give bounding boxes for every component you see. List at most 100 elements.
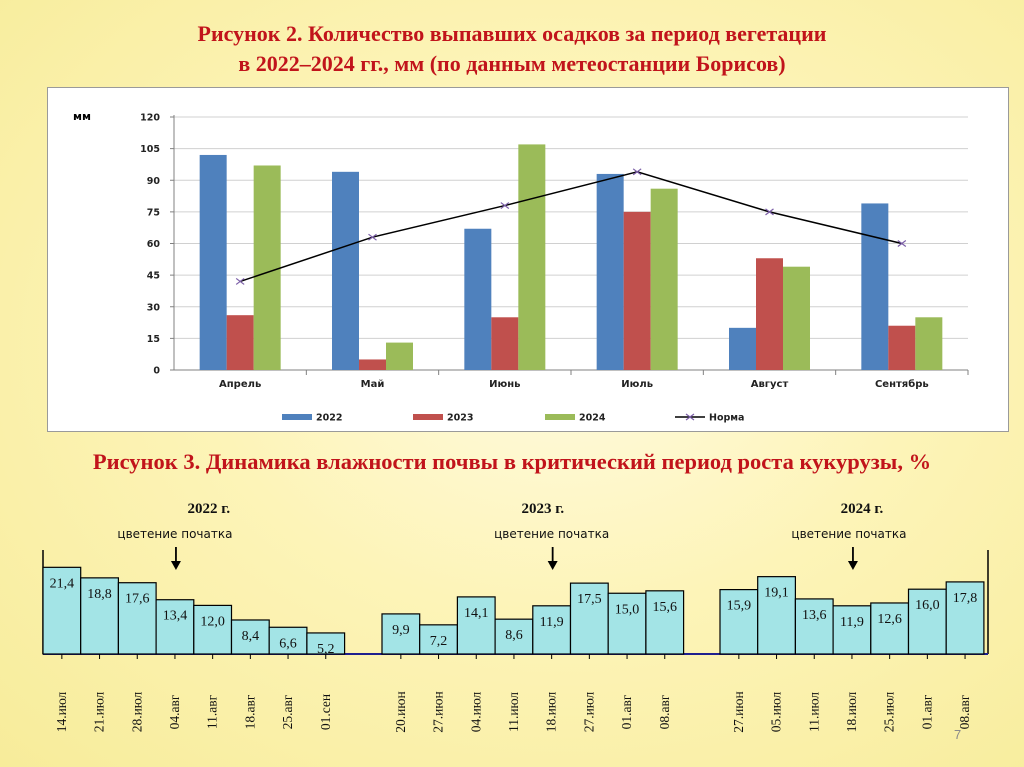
moisture-bar-2-8 — [645, 590, 685, 655]
x-date-label: 27.июн — [731, 691, 746, 732]
moisture-bar-2-4 — [494, 618, 534, 655]
bar-value-label: 15,9 — [727, 599, 752, 614]
x-date-label: 21.июл — [92, 691, 107, 732]
moisture-bar-1-2 — [80, 577, 119, 655]
legend-swatch-2022 — [282, 414, 312, 420]
bar-value-label: 8,6 — [505, 628, 523, 643]
legend-label: Норма — [709, 413, 744, 424]
x-date-label: 04.авг — [167, 694, 182, 729]
legend-swatch-2023 — [413, 414, 443, 420]
moisture-bar-1-7 — [268, 626, 308, 655]
bar-2024-3 — [518, 144, 546, 370]
bar-2023-3 — [491, 317, 519, 370]
y-tick-label: 15 — [147, 334, 160, 345]
figure2-subtitle: в 2022–2024 гг., мм (по данным метеостан… — [238, 51, 786, 76]
moisture-bar-2-1 — [381, 613, 421, 655]
x-date-label: 05.июл — [769, 691, 784, 732]
moisture-bar-1-1 — [42, 566, 82, 655]
moisture-bar-2-5 — [532, 605, 572, 655]
bar-value-label: 17,6 — [125, 592, 150, 607]
x-date-label: 27.июл — [581, 691, 596, 732]
x-date-label: 25.июл — [882, 691, 897, 732]
moisture-bar-3-3 — [794, 598, 834, 655]
bar-2022-2 — [332, 171, 359, 370]
x-date-label: 25.авг — [280, 694, 295, 729]
moisture-bar-3-2 — [757, 576, 797, 655]
bar-2023-1 — [226, 315, 254, 370]
x-date-label: 14.июл — [54, 691, 69, 732]
bar-value-label: 18,8 — [87, 587, 112, 602]
bar-value-label: 17,5 — [577, 592, 602, 607]
legend-marker-norm — [685, 413, 695, 421]
bar-value-label: 15,0 — [615, 602, 640, 617]
bar-2022-5 — [729, 327, 756, 370]
bar-value-label: 5,2 — [317, 642, 335, 657]
slide-number: 7 — [954, 727, 962, 742]
x-date-label: 27.июн — [431, 691, 446, 732]
year-label: 2023 г. — [521, 501, 564, 517]
flowering-annotation: цветение початка — [791, 527, 906, 541]
moisture-bar-3-4 — [832, 605, 872, 655]
bar-2023-2 — [359, 359, 386, 370]
x-date-label: 11.июл — [506, 692, 521, 732]
bar-2024-1 — [253, 165, 281, 370]
annotation-arrow-head — [547, 561, 558, 570]
norm-point-5 — [765, 208, 774, 216]
bar-value-label: 13,6 — [802, 608, 827, 623]
y-tick-label: 0 — [153, 366, 160, 377]
bar-2022-6 — [861, 203, 889, 370]
moisture-bar-3-7 — [945, 581, 985, 655]
bar-value-label: 7,2 — [430, 634, 448, 649]
bar-value-label: 6,6 — [279, 636, 297, 651]
x-tick-label: Август — [751, 379, 789, 390]
x-date-label: 18.июл — [544, 691, 559, 732]
moisture-bar-2-6 — [569, 582, 609, 655]
x-date-label: 11.авг — [205, 694, 220, 729]
moisture-bar-2-3 — [456, 596, 496, 655]
norm-point-2 — [368, 233, 377, 241]
x-date-label: 01.авг — [919, 694, 934, 729]
y-tick-label: 30 — [147, 302, 161, 313]
flowering-annotation: цветение початка — [494, 527, 609, 541]
norm-point-4 — [632, 168, 642, 176]
annotation-arrow-head — [170, 561, 181, 570]
bar-2023-6 — [888, 325, 916, 370]
x-tick-label: Сентябрь — [875, 378, 929, 390]
figure3-title: Рисунок 3. Динамика влажности почвы в кр… — [92, 449, 932, 474]
bar-value-label: 15,6 — [653, 600, 678, 615]
y-axis-label: мм — [73, 110, 91, 123]
bar-value-label: 14,1 — [464, 606, 489, 621]
bar-value-label: 13,4 — [163, 609, 188, 624]
moisture-bar-2-2 — [419, 624, 459, 655]
moisture-bar-3-6 — [907, 588, 947, 655]
bar-2022-4 — [596, 173, 624, 370]
x-date-label: 18.июл — [844, 691, 859, 732]
x-tick-label: Июль — [621, 379, 653, 390]
bar-2024-2 — [386, 342, 413, 370]
x-date-label: 28.июл — [129, 691, 144, 732]
moisture-bar-1-4 — [155, 599, 195, 655]
annotation-arrow-head — [847, 561, 858, 570]
bar-value-label: 11,9 — [540, 615, 564, 630]
bar-value-label: 9,9 — [392, 623, 410, 638]
moisture-bar-2-7 — [607, 592, 647, 655]
x-date-label: 20.июн — [393, 691, 408, 732]
bar-value-label: 8,4 — [242, 629, 260, 644]
x-date-label: 08.авг — [657, 694, 672, 729]
year-label: 2024 г. — [841, 501, 884, 517]
y-tick-label: 75 — [147, 207, 160, 218]
moisture-bar-3-1 — [719, 589, 759, 655]
bar-value-label: 16,0 — [915, 598, 940, 613]
legend-swatch-2024 — [545, 414, 575, 420]
bar-2024-4 — [650, 188, 678, 370]
year-label: 2022 г. — [187, 501, 230, 517]
bar-value-label: 21,4 — [50, 576, 75, 591]
moisture-bar-1-8 — [306, 632, 346, 655]
bar-2023-4 — [623, 211, 651, 370]
bar-2024-6 — [915, 317, 943, 370]
x-date-label: 18.авг — [242, 694, 257, 729]
bar-2023-5 — [756, 258, 783, 370]
bar-2024-5 — [783, 266, 810, 370]
legend-label: 2023 — [447, 413, 473, 424]
y-tick-label: 90 — [147, 176, 161, 187]
